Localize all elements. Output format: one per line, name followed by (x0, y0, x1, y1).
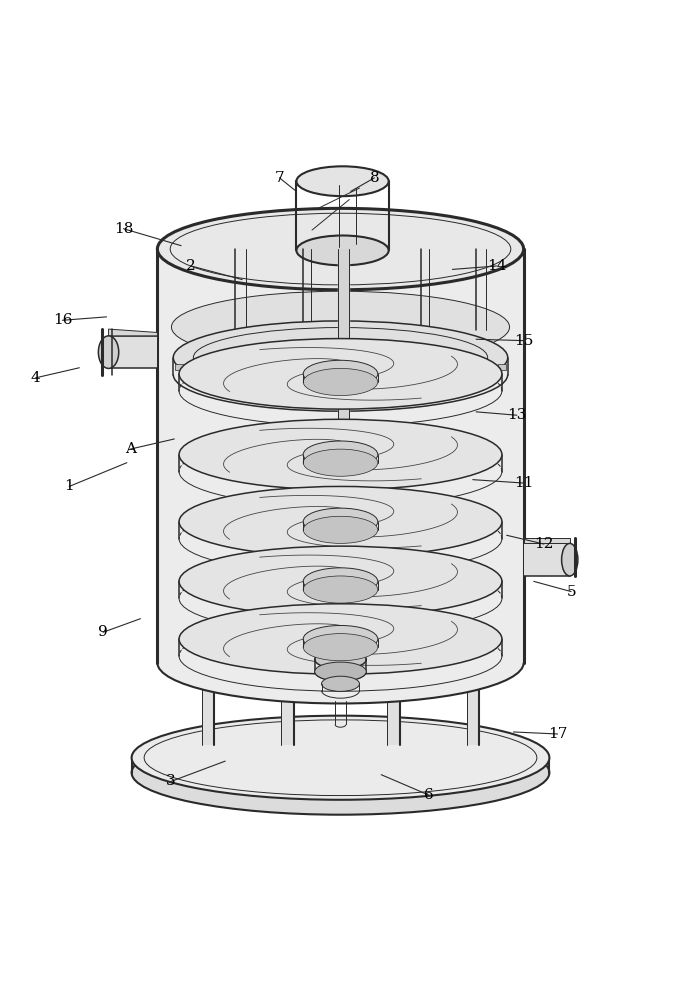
Bar (108, 336, 157, 368)
Bar (253, 387, 261, 392)
Bar (481, 373, 490, 379)
Ellipse shape (303, 508, 378, 535)
Ellipse shape (303, 516, 378, 543)
Ellipse shape (172, 291, 509, 363)
Ellipse shape (173, 321, 508, 394)
Ellipse shape (179, 339, 502, 409)
Ellipse shape (303, 368, 378, 396)
Text: 4: 4 (31, 371, 40, 385)
Text: 15: 15 (514, 334, 533, 348)
Polygon shape (157, 249, 524, 703)
Bar (524, 543, 570, 576)
Bar (380, 390, 388, 396)
Ellipse shape (303, 449, 378, 476)
Bar (455, 381, 463, 386)
FancyBboxPatch shape (466, 663, 479, 745)
FancyBboxPatch shape (202, 663, 215, 745)
FancyBboxPatch shape (387, 663, 400, 745)
Ellipse shape (179, 486, 502, 557)
Ellipse shape (131, 731, 550, 815)
Ellipse shape (303, 568, 378, 595)
Text: 6: 6 (424, 788, 434, 802)
Ellipse shape (98, 336, 118, 368)
Ellipse shape (321, 676, 360, 691)
Ellipse shape (562, 543, 578, 576)
Ellipse shape (179, 604, 502, 674)
Ellipse shape (315, 662, 366, 681)
Ellipse shape (296, 235, 389, 265)
Ellipse shape (303, 634, 378, 661)
Ellipse shape (303, 625, 378, 653)
Bar (420, 387, 428, 392)
Text: 2: 2 (187, 259, 196, 273)
Text: 9: 9 (98, 625, 108, 639)
Bar (175, 364, 183, 370)
Polygon shape (108, 329, 157, 336)
Text: 16: 16 (52, 313, 72, 327)
Ellipse shape (303, 358, 378, 385)
Text: 17: 17 (548, 727, 567, 741)
Bar (218, 381, 226, 386)
Text: 7: 7 (274, 171, 284, 185)
Text: 3: 3 (166, 774, 176, 788)
Ellipse shape (315, 650, 366, 669)
Text: 5: 5 (567, 585, 576, 599)
Text: 8: 8 (370, 171, 379, 185)
Text: 11: 11 (514, 476, 533, 490)
Ellipse shape (179, 419, 502, 490)
Bar (191, 373, 200, 379)
Text: 13: 13 (507, 408, 526, 422)
Ellipse shape (179, 546, 502, 617)
Ellipse shape (296, 166, 389, 196)
Text: 12: 12 (534, 537, 554, 551)
Bar (498, 364, 506, 370)
Ellipse shape (131, 716, 550, 800)
Ellipse shape (157, 208, 524, 290)
FancyBboxPatch shape (281, 663, 294, 745)
Text: A: A (125, 442, 136, 456)
Bar (293, 390, 301, 396)
Ellipse shape (303, 344, 378, 371)
Text: 18: 18 (114, 222, 133, 236)
Ellipse shape (303, 441, 378, 468)
Text: 1: 1 (64, 479, 74, 493)
Polygon shape (524, 538, 570, 543)
Text: 14: 14 (487, 259, 506, 273)
Bar (336, 391, 345, 397)
Ellipse shape (303, 576, 378, 603)
Ellipse shape (303, 360, 378, 387)
